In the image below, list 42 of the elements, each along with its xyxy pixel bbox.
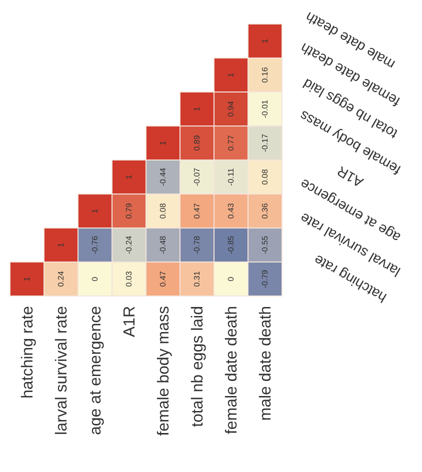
- data-label: -0.17: [260, 133, 270, 152]
- data-label: 1: [158, 140, 168, 146]
- data-label: -0.11: [226, 168, 236, 186]
- x-tick-label: total nb eggs laid: [190, 306, 206, 427]
- data-label: 0.47: [158, 270, 168, 287]
- data-label: -0.55: [260, 235, 270, 254]
- data-label: 0.94: [226, 100, 236, 117]
- data-label: 1: [226, 72, 236, 78]
- x-tick-label: larval survival rate: [54, 306, 70, 435]
- x-tick-label: age at emergence: [88, 306, 104, 435]
- x-tick-label: hatching rate: [20, 306, 36, 399]
- data-label: -0.48: [158, 235, 168, 254]
- data-label: 0.89: [192, 134, 202, 151]
- data-label: -0.85: [226, 235, 236, 254]
- data-label: 0.36: [260, 202, 270, 219]
- data-label: 0: [226, 276, 236, 282]
- data-label: 0.16: [260, 66, 270, 83]
- data-label: -0.79: [260, 269, 270, 288]
- data-label: 1: [192, 106, 202, 112]
- data-label: 1: [90, 208, 100, 214]
- data-label: 0.77: [226, 134, 236, 151]
- data-label: -0.01: [260, 99, 270, 118]
- x-tick-label: A1R: [122, 306, 138, 338]
- data-label: -0.44: [158, 167, 168, 186]
- x-tick-label: female body mass: [156, 306, 172, 436]
- data-label: 1: [22, 276, 32, 282]
- data-label: 0.08: [158, 202, 168, 219]
- data-label: 0.08: [260, 168, 270, 185]
- data-label: -0.24: [124, 235, 134, 254]
- data-label: 0.43: [226, 202, 236, 219]
- data-label: 0.79: [124, 202, 134, 219]
- data-label: 0.47: [192, 202, 202, 219]
- data-label: 0: [90, 276, 100, 282]
- data-label: 0.24: [56, 270, 66, 287]
- data-label: -0.78: [192, 235, 202, 254]
- data-label: 1: [260, 38, 270, 44]
- data-label: -0.07: [192, 167, 202, 186]
- data-label: 0.31: [192, 270, 202, 287]
- data-label: -0.76: [90, 235, 100, 254]
- data-label: 1: [56, 242, 66, 248]
- data-label: 1: [124, 174, 134, 180]
- data-label: 0.03: [124, 270, 134, 287]
